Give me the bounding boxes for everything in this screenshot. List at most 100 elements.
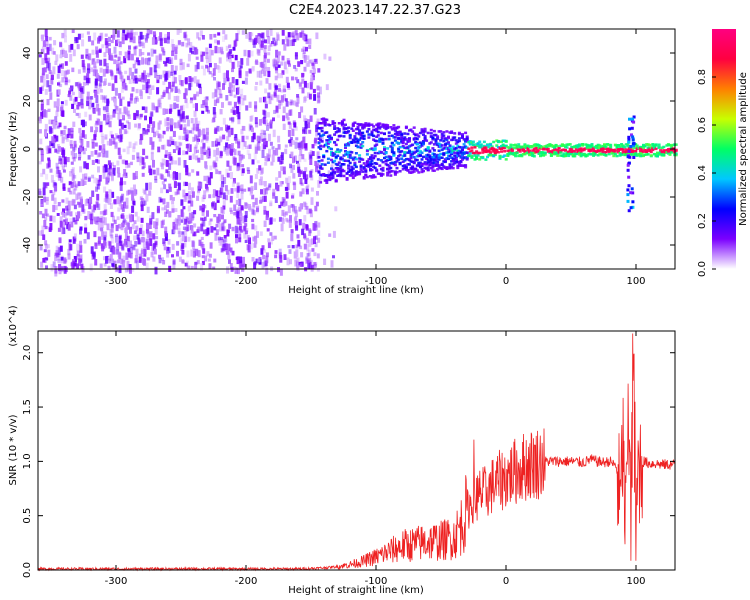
spectrogram-cell	[322, 145, 326, 148]
spectrogram-cell	[215, 138, 219, 144]
spectrogram-cell	[208, 49, 212, 56]
spectrogram-cell	[482, 144, 486, 148]
spectrogram-cell	[370, 130, 374, 133]
spectrogram-cell	[61, 77, 65, 83]
spectrogram-cell	[350, 151, 354, 154]
spectrogram-cell	[93, 231, 97, 238]
spectrogram-cell	[235, 236, 238, 244]
spectrogram-cell	[167, 239, 171, 245]
spectrogram-cell	[181, 212, 185, 219]
spectrogram-cell	[52, 261, 56, 268]
spectrogram-cell	[191, 240, 195, 247]
spectrogram-cell	[578, 153, 581, 156]
spectrogram-cell	[236, 218, 240, 223]
spectrogram-cell	[298, 81, 302, 90]
spectrogram-cell	[152, 169, 156, 175]
spectrogram-cell	[186, 217, 190, 221]
spectrogram-cell	[248, 204, 251, 210]
spectrogram-cell	[490, 145, 494, 148]
spectrogram-cell	[442, 131, 446, 134]
spectrogram-cell	[113, 199, 117, 205]
spectrogram-cell	[358, 138, 362, 141]
spectrogram-cell	[454, 139, 458, 142]
spectrogram-cell	[303, 80, 307, 88]
spectrogram-cell	[437, 142, 441, 146]
spectrogram-cell	[314, 261, 318, 266]
spectrogram-cell	[133, 112, 137, 120]
spectrogram-cell	[301, 78, 305, 84]
spectrogram-cell	[182, 189, 186, 198]
spectrogram-cell	[498, 156, 502, 159]
spectrogram-cell	[320, 122, 324, 125]
spectrogram-cell	[628, 155, 632, 159]
spectrogram-cell	[181, 259, 185, 264]
spectrogram-cell	[320, 136, 324, 143]
spectrogram-cell	[528, 153, 532, 157]
spectrogram-cell	[344, 153, 347, 156]
spectrogram-cell	[287, 176, 291, 184]
spectrogram-cell	[40, 199, 44, 206]
spectrogram-cell	[523, 144, 527, 148]
spectrogram-cell	[464, 164, 468, 167]
spectrogram-cell	[464, 131, 468, 135]
spectrogram-cell	[303, 96, 307, 103]
spectrogram-cell	[311, 75, 315, 81]
spectrogram-cell	[643, 148, 647, 152]
spectrogram-cell	[201, 196, 205, 202]
spectrogram-cell	[260, 129, 264, 134]
spectrogram-cell	[481, 151, 485, 154]
spectrogram-cell	[333, 125, 337, 128]
spectrogram-cell	[411, 167, 415, 170]
spectrogram-cell	[192, 123, 196, 131]
spectrogram-cell	[228, 90, 232, 96]
spectrogram-cell	[630, 187, 634, 191]
spectrogram-cell	[188, 212, 192, 220]
spectrogram-cell	[245, 32, 249, 39]
spectrogram-cell	[231, 117, 235, 122]
spectrogram-cell	[150, 152, 154, 161]
spectrogram-cell	[129, 240, 132, 248]
spectrogram-cell	[72, 236, 76, 244]
spectrogram-cell	[161, 207, 165, 211]
spectrogram-cell	[492, 154, 496, 158]
spectrogram-cell	[207, 258, 211, 262]
spectrogram-cell	[588, 153, 592, 156]
spectrogram-cell	[176, 241, 180, 246]
spectrogram-cell	[534, 143, 538, 146]
spectrogram-cell	[411, 150, 415, 154]
spectrogram-cell	[230, 54, 234, 59]
spectrogram-cell	[322, 155, 326, 158]
spectrogram-cell	[240, 192, 244, 200]
spectrogram-cell	[41, 67, 45, 76]
spectrogram-cell	[389, 174, 393, 177]
spectrogram-cell	[239, 229, 243, 233]
spectrogram-cell	[213, 112, 217, 118]
spectrogram-cell	[551, 152, 555, 156]
spectrogram-cell	[110, 70, 114, 77]
spectrogram-cell	[250, 242, 254, 250]
spectrogram-cell	[308, 45, 312, 49]
spectrogram-cell	[241, 30, 245, 35]
spectrogram-cell	[317, 180, 321, 188]
spectrogram-cell	[509, 143, 513, 147]
spectrogram-cell	[124, 238, 127, 245]
spectrogram-cell	[403, 164, 407, 167]
spectrogram-cell	[92, 209, 96, 213]
spectrogram-cell	[231, 77, 235, 84]
spectrogram-cell	[59, 54, 63, 59]
spectrogram-cell	[109, 52, 113, 61]
spectrogram-cell	[500, 145, 503, 149]
spectrogram-cell	[74, 219, 78, 225]
spectrogram-cell	[373, 154, 377, 158]
spectrogram-cell	[44, 225, 48, 230]
spectrogram-cell	[77, 84, 81, 88]
spectrogram-cell	[296, 265, 300, 271]
spectrogram-cell	[79, 147, 83, 152]
spectrogram-cell	[154, 39, 158, 44]
spectrogram-cell	[256, 207, 259, 213]
spectrogram-cell	[266, 157, 270, 162]
spectrogram-cell	[262, 195, 265, 202]
spectrogram-cell	[554, 148, 558, 151]
spectrogram-cell	[408, 138, 411, 141]
spectrogram-cell	[147, 124, 151, 129]
